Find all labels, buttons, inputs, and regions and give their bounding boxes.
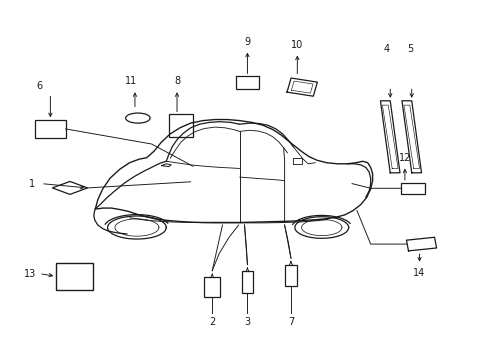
Bar xyxy=(242,271,252,293)
Bar xyxy=(35,120,65,138)
Text: 4: 4 xyxy=(383,44,388,54)
Text: 11: 11 xyxy=(124,76,137,86)
Text: 9: 9 xyxy=(244,37,250,47)
Bar xyxy=(235,76,259,89)
Text: 6: 6 xyxy=(37,81,43,91)
Text: 1: 1 xyxy=(29,179,35,189)
Text: 5: 5 xyxy=(407,44,413,54)
Text: 3: 3 xyxy=(244,317,250,327)
Text: 7: 7 xyxy=(287,317,293,327)
Text: 8: 8 xyxy=(174,76,180,86)
Bar xyxy=(168,114,193,137)
Text: 13: 13 xyxy=(24,269,37,279)
Text: 10: 10 xyxy=(290,40,303,50)
Bar xyxy=(204,277,220,297)
Bar xyxy=(400,183,425,194)
Bar xyxy=(284,265,297,286)
Text: 12: 12 xyxy=(398,153,410,163)
Text: 2: 2 xyxy=(209,317,215,327)
Text: 14: 14 xyxy=(412,268,425,278)
Bar xyxy=(56,263,93,290)
